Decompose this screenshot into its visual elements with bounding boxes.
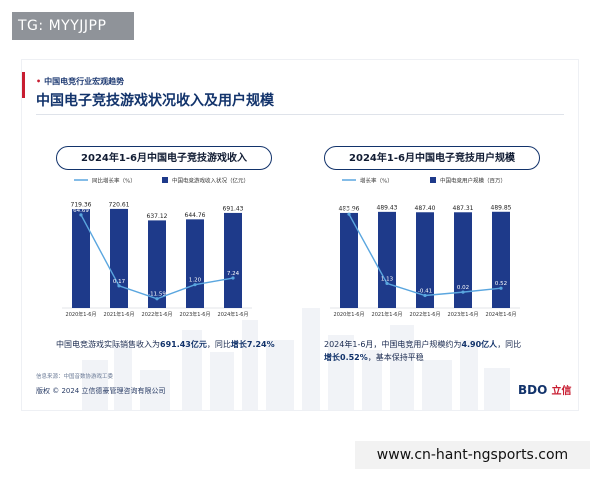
right-caption-prefix: 2024年1-6月，中国电竞用户规模约为 [324,340,462,349]
bar-value-label: 489.43 [377,204,398,211]
title-accent-bar [22,72,25,98]
bar [416,212,434,308]
growth-value-label: 7.24 [227,271,240,277]
left-caption-mid: ，同比 [206,340,231,349]
x-tick-label: 2022年1-6月 [410,311,441,318]
x-tick-label: 2021年1-6月 [372,311,403,318]
copyright-text: 版权 © 2024 立信德豪管理咨询有限公司 [36,387,166,395]
left-chart-title: 2024年1-6月中国电子竞技游戏收入 [56,146,272,170]
growth-point [347,212,351,216]
bar [340,212,358,308]
growth-point [117,284,121,288]
growth-point [79,213,83,217]
bar [378,211,396,308]
overlay-tag: TG: MYYJJPP [12,12,134,40]
x-tick-label: 2023年1-6月 [448,311,479,318]
left-caption: 中国电竞游戏实际销售收入为691.43亿元，同比增长7.24% [56,338,275,351]
bar [454,212,472,308]
growth-point [193,283,197,287]
bar-value-label: 637.12 [147,213,168,220]
right-caption: 2024年1-6月，中国电竞用户规模约为4.90亿人，同比 增长0.52%，基本… [324,338,521,364]
logo-latin: BDO [518,383,548,397]
growth-point [231,276,235,280]
x-tick-label: 2021年1-6月 [104,311,135,318]
right-caption-value: 4.90亿人 [461,340,498,349]
growth-point [155,297,159,301]
left-caption-growth: 增长7.24% [230,340,275,349]
kicker-text: 中国电竞行业宏观趋势 [44,77,125,86]
growth-value-label: -11.59 [148,292,166,298]
title-divider [36,114,564,115]
source-note: 信息来源：中国音数协游戏工委 [36,374,114,380]
right-caption-growth: 增长0.52% [324,353,368,362]
growth-value-label: 1.13 [381,276,394,282]
growth-value-label: 0.17 [113,279,126,285]
x-tick-label: 2024年1-6月 [218,311,249,318]
bar [186,219,204,308]
legend-bar-swatch [162,177,168,183]
x-tick-label: 2023年1-6月 [180,311,211,318]
bar-value-label: 489.85 [491,204,512,211]
growth-point [499,286,503,290]
bar-value-label: 719.36 [71,202,92,209]
x-tick-label: 2024年1-6月 [486,311,517,318]
growth-value-label: 64.69 [73,208,89,214]
revenue-chart: 同比增长率（%） 中国电竞游戏收入状况（亿元） 719.36 2020年1-6月 720… [62,177,252,318]
right-caption-tail: ，基本保持平稳 [367,353,424,362]
slide-title: 中国电子竞技游戏状况收入及用户规模 [36,93,274,109]
bar [110,208,128,308]
left-caption-value: 691.43亿元 [160,340,207,349]
watermark-url[interactable]: www.cn-hant-ngsports.com [355,441,590,469]
x-tick-label: 2020年1-6月 [66,311,97,318]
bar-value-label: 487.40 [415,205,436,212]
legend-bar-label: 中国电竞用户规模（百万） [440,177,506,185]
bar [224,212,242,308]
legend-bar-swatch [430,177,436,183]
growth-point [423,293,427,298]
skyline-background [82,308,510,410]
x-tick-label: 2022年1-6月 [142,311,173,318]
chart-legend: 增长率（%） 中国电竞用户规模（百万） [342,177,506,185]
growth-value-label: 9.94 [343,207,356,213]
legend-line-label: 增长率（%） [360,177,393,185]
bar-value-label: 691.43 [223,205,244,212]
chart-legend: 同比增长率（%） 中国电竞游戏收入状况（亿元） [74,177,249,185]
bar-value-label: 483.96 [339,205,360,212]
growth-value-label: 0.02 [457,285,469,291]
logo-cn: 立信 [551,386,572,397]
legend-line-label: 同比增长率（%） [92,177,136,185]
section-kicker: • 中国电竞行业宏观趋势 [36,77,125,86]
bar [72,209,90,308]
legend-bar-label: 中国电竞游戏收入状况（亿元） [172,177,249,185]
slide: • 中国电竞行业宏观趋势 中国电子竞技游戏状况收入及用户规模 2024年1-6月中… [22,60,578,410]
right-caption-suffix: ，同比 [497,340,522,349]
bar-value-label: 644.76 [185,212,206,219]
x-tick-label: 2020年1-6月 [334,311,365,318]
left-caption-prefix: 中国电竞游戏实际销售收入为 [56,340,160,349]
bdo-logo: BDO 立信 [518,382,572,397]
right-chart-title: 2024年1-6月中国电子竞技用户规模 [324,146,540,170]
growth-value-label: -0.41 [418,289,432,295]
growth-value-label: 0.52 [495,281,507,287]
growth-point [461,290,465,294]
bar-value-label: 487.31 [453,205,474,212]
growth-value-label: 1.20 [189,278,202,284]
growth-point [385,281,389,286]
bar [492,211,510,308]
bar-value-label: 720.61 [109,201,130,208]
users-chart: 增长率（%） 中国电竞用户规模（百万） 483.96 2020年1-6月 489.43 2… [330,177,520,318]
bar [148,220,166,308]
